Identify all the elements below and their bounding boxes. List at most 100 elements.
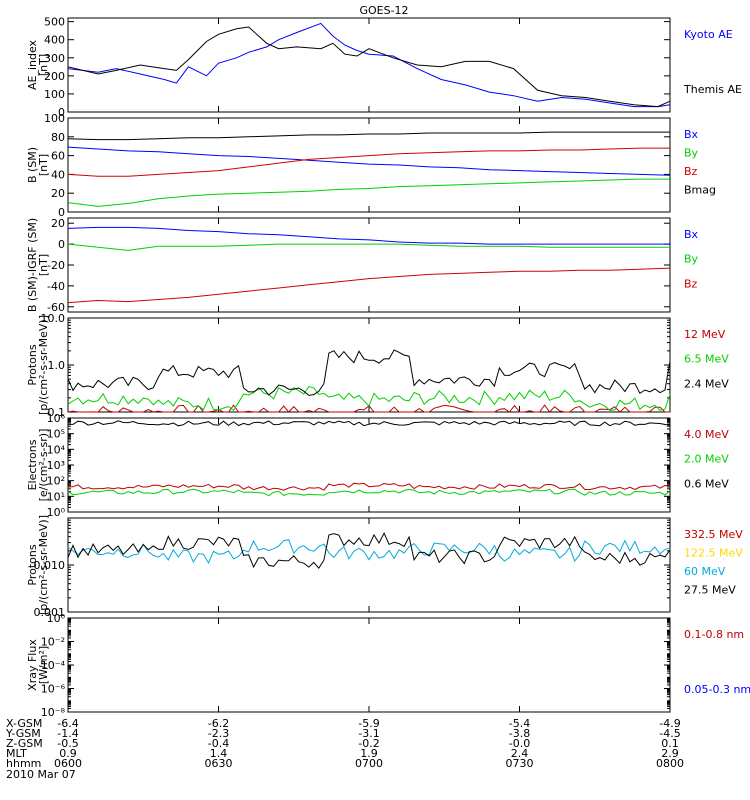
legend-entry: 332.5 MeV: [684, 528, 743, 541]
tick-value-x_gsm: -4.9: [659, 717, 680, 730]
tick-value-hhmm: 0600: [54, 757, 82, 770]
y-axis-label: Protons[p/(cm²-s-sr-MeV)]: [26, 315, 50, 415]
y-tick-label: 0.1: [48, 406, 66, 419]
y-tick-label: 20: [51, 217, 65, 230]
panel-5: 10⁶ 10⁵ 10⁴ 10³ 10² 10¹ 10⁰ Electrons[e/(cm²-s-…: [26, 412, 729, 519]
tick-value-mlt: 1.9: [360, 747, 378, 760]
y-axis-label-line2: [p/(cm²-s-sr-MeV)]: [37, 315, 50, 415]
tick-value-hhmm: 0700: [355, 757, 383, 770]
series-line-2-0-mev: [67, 488, 671, 497]
panel-frame: [67, 217, 671, 313]
tick-value-z_gsm: -0.5: [57, 737, 78, 750]
tick-value-x_gsm: -5.9: [358, 717, 379, 730]
legend-entry: 12 MeV: [684, 328, 726, 341]
y-tick-label: 0.001: [34, 606, 66, 619]
y-tick-label: 0: [58, 206, 65, 219]
tick-value-z_gsm: -0.0: [509, 737, 530, 750]
y-axis-label: Protons[p/(cm²-s-sr-MeV)]: [26, 515, 50, 615]
row-label-y_gsm: Y-GSM: [5, 727, 41, 740]
legend-entry: 122.5 MeV: [684, 547, 743, 560]
y-tick-label: -40: [47, 280, 65, 293]
panel-frame: [67, 617, 671, 713]
y-tick-label: 10.0: [41, 312, 66, 325]
position-footer: X-GSM -6.4 -6.2 -5.9 -5.4 -4.9 Y-GSM -1.4 -2.3 -3…: [5, 717, 684, 781]
legend-entry: 0.05-0.3 nm: [684, 683, 750, 696]
legend-entry: Bmag: [684, 184, 716, 197]
legend-entry: Bx: [684, 128, 699, 141]
series-line-bx: [67, 226, 670, 245]
y-tick-label: 1.0: [48, 359, 66, 372]
tick-value-mlt: 0.9: [59, 747, 77, 760]
plot-title: GOES-12: [359, 4, 408, 17]
series-line-4-0-mev: [67, 482, 671, 491]
y-axis-label: B (SM)-IGRF (SM)[nT]: [26, 218, 50, 312]
tick-value-mlt: 2.9: [661, 747, 679, 760]
legend-entry: 27.5 MeV: [684, 584, 736, 597]
legend-entry: By: [684, 147, 699, 160]
y-tick-label: 10⁻⁴: [41, 659, 66, 672]
panel-2: 100 80 60 40 20 0 B (SM)[nT] Bx By Bz Bmag: [26, 112, 716, 219]
y-tick-label: 10⁵: [47, 428, 65, 441]
panel-7: 10⁰ 10⁻² 10⁻⁴ 10⁻⁶ 10⁻⁸ Xray Flux[W/m²] 0.1-0.…: [26, 612, 750, 719]
tick-value-y_gsm: -2.3: [208, 727, 229, 740]
y-axis-label: Xray Flux[W/m²]: [26, 639, 50, 691]
y-tick-label: 10³: [47, 459, 65, 472]
series-line-kyoto-ae: [67, 22, 671, 108]
legend-entry: Bx: [684, 228, 699, 241]
row-label-mlt: MLT: [6, 747, 27, 760]
tick-value-hhmm: 0800: [656, 757, 684, 770]
series-line-bx: [67, 146, 671, 176]
y-tick-label: 10⁻⁸: [41, 706, 66, 719]
tick-value-x_gsm: -6.4: [57, 717, 78, 730]
y-tick-label: 0: [58, 106, 65, 119]
row-label-z_gsm: Z-GSM: [6, 737, 43, 750]
y-tick-label: 40: [51, 168, 65, 181]
series-line-themis-ae: [67, 26, 671, 108]
y-axis-label-line2: [e/(cm²-s-sr)]: [37, 429, 50, 502]
tick-value-y_gsm: -3.8: [509, 727, 530, 740]
row-label-hhmm: hhmm: [6, 757, 41, 770]
y-tick-label: 300: [44, 52, 65, 65]
y-tick-label: 10⁻²: [41, 636, 65, 649]
legend-entry: Kyoto AE: [684, 28, 733, 41]
legend-entry: 6.5 MeV: [684, 353, 729, 366]
y-tick-label: -60: [47, 301, 65, 314]
series-line-2-4-mev: [67, 349, 671, 396]
tick-value-z_gsm: -0.2: [358, 737, 379, 750]
y-axis-label-line1: Xray Flux: [26, 639, 39, 691]
y-axis-label: Electrons[e/(cm²-s-sr)]: [26, 429, 50, 502]
y-axis-label-line2: [nT]: [37, 254, 50, 276]
tick-value-y_gsm: -3.1: [358, 727, 379, 740]
y-axis-label: B (SM)[nT]: [26, 147, 50, 183]
legend-entry: Bz: [684, 277, 698, 290]
y-tick-label: 20: [51, 187, 65, 200]
y-tick-label: 60: [51, 150, 65, 163]
tick-value-mlt: 2.4: [511, 747, 529, 760]
y-tick-label: 10⁰: [47, 506, 66, 519]
legend-entry: 2.4 MeV: [684, 377, 729, 390]
tick-value-z_gsm: -0.4: [208, 737, 229, 750]
y-axis-label-line2: [W/m²]: [37, 646, 50, 684]
y-tick-label: 100: [44, 88, 65, 101]
y-tick-label: 0: [58, 238, 65, 251]
y-axis-label-line2: [nT]: [37, 154, 50, 176]
y-axis-label-line1: Electrons: [26, 439, 39, 490]
tick-value-x_gsm: -5.4: [509, 717, 530, 730]
y-tick-label: 10⁴: [47, 443, 66, 456]
y-tick-label: 10⁻⁶: [41, 683, 66, 696]
panel-1: 500 400 300 200 100 0 AE_index[nT] Kyoto AE Them…: [26, 16, 742, 119]
date-label: 2010 Mar 07: [6, 768, 76, 781]
legend-entry: Bz: [684, 165, 698, 178]
series-line-6-5-mev: [67, 386, 671, 412]
y-tick-label: 10¹: [47, 490, 65, 503]
y-tick-label: 10²: [47, 475, 65, 488]
y-tick-label: 10⁶: [47, 412, 66, 425]
series-line-by: [67, 178, 670, 207]
y-tick-label: 0.010: [34, 559, 66, 572]
tick-value-y_gsm: -4.5: [659, 727, 680, 740]
